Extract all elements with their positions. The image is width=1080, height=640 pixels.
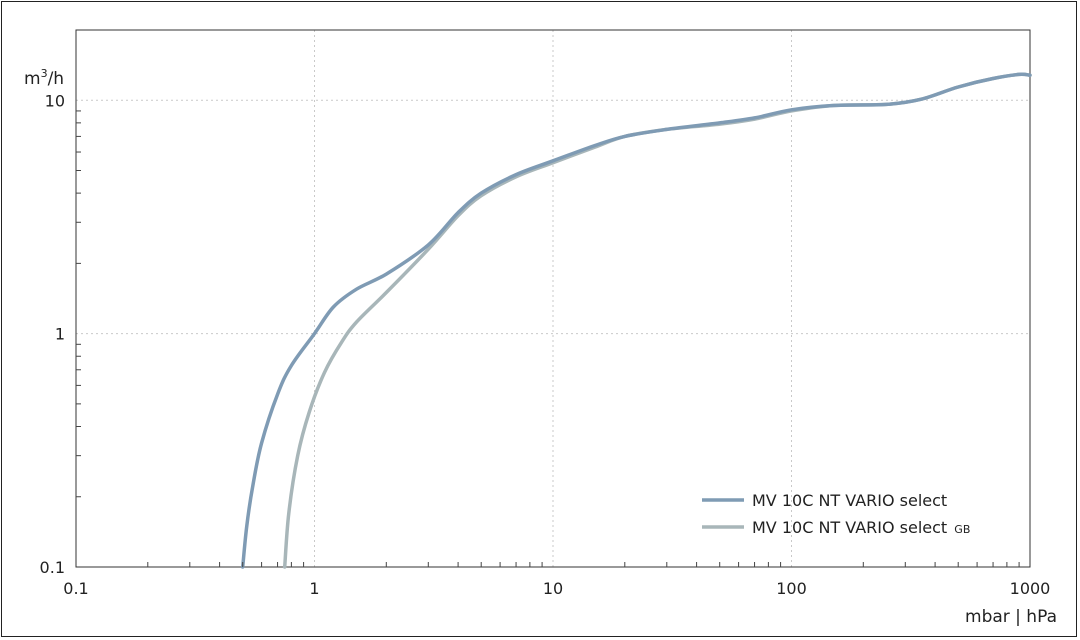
y-tick-label: 10 — [45, 91, 65, 110]
x-tick-label: 10 — [543, 579, 563, 598]
plot-area — [75, 29, 1031, 568]
legend-label-series-2-name: MV 10C NT VARIO select — [752, 518, 947, 537]
legend-label-series-2: MV 10C NT VARIO select GB — [752, 518, 970, 537]
x-tick-label: 100 — [776, 579, 807, 598]
x-tick-label: 1 — [309, 579, 319, 598]
y-tick-label: 1 — [55, 325, 65, 344]
x-tick-label: 0.1 — [63, 579, 88, 598]
legend-label-series-2-suffix: GB — [954, 523, 970, 536]
y-axis-label-base: m — [24, 69, 41, 89]
y-axis-label-rest: /h — [48, 69, 65, 89]
legend: MV 10C NT VARIO select MV 10C NT VARIO s… — [702, 491, 970, 537]
series-line-1 — [240, 72, 1032, 569]
series-layer — [240, 72, 1032, 569]
y-tick-label: 0.1 — [40, 558, 65, 577]
y-axis-label: m3/h — [24, 67, 64, 89]
grid — [76, 30, 1030, 567]
x-tick-label: 1000 — [1010, 579, 1051, 598]
x-axis-label: mbar | hPa — [965, 607, 1057, 627]
tick-labels: 0.1 1 10 100 1000 0.1 1 10 — [40, 91, 1051, 598]
y-axis-label-sup: 3 — [41, 67, 48, 80]
legend-label-series-1: MV 10C NT VARIO select — [752, 491, 947, 510]
